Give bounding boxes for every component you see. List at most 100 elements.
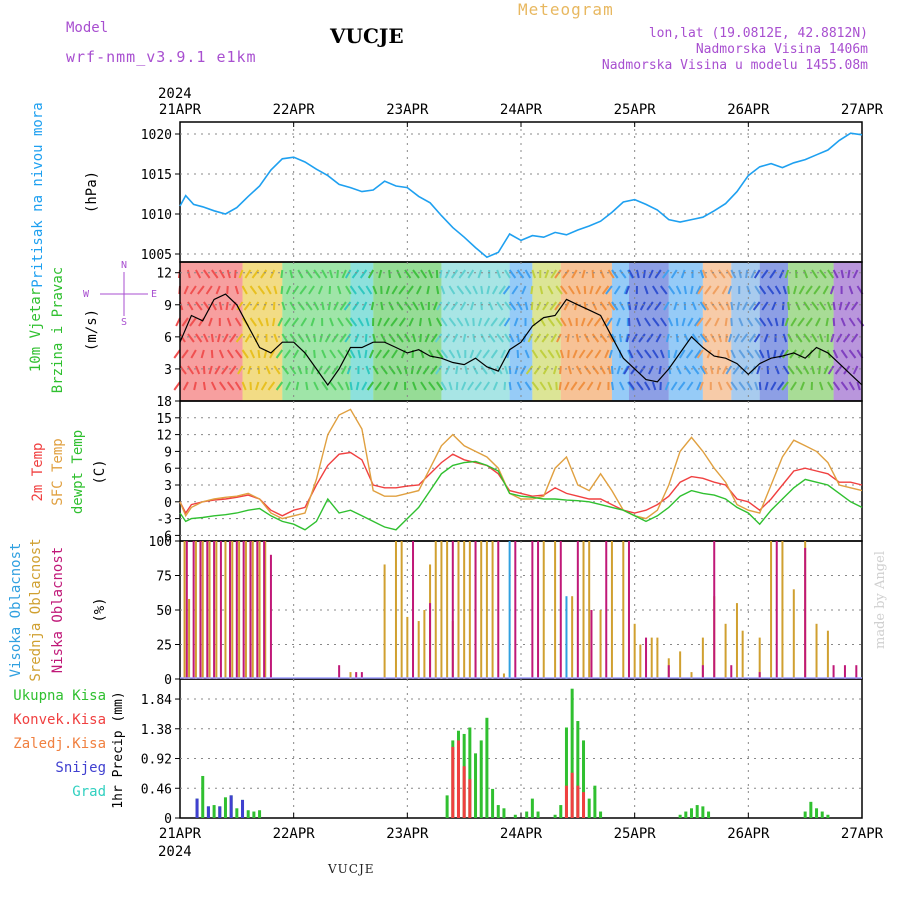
cloud_low-bar-29 bbox=[645, 637, 648, 679]
wind-arrow-506 bbox=[646, 301, 654, 311]
wind-arrow-326 bbox=[488, 365, 496, 375]
wind-arrow-720 bbox=[847, 269, 851, 279]
wind-arrow-467 bbox=[616, 317, 621, 327]
y-tick-label-1-0: 3 bbox=[164, 363, 172, 378]
cloud_low-bar-6 bbox=[229, 541, 232, 679]
wind-arrow-386 bbox=[542, 301, 550, 311]
wind-arrow-716 bbox=[836, 333, 843, 343]
wind-arrow-201 bbox=[372, 285, 378, 295]
wind-arrow-344 bbox=[508, 269, 517, 279]
wind-arrow-156 bbox=[324, 333, 331, 343]
wind-arrow-636 bbox=[763, 333, 769, 343]
wind-arrow-257 bbox=[426, 285, 430, 295]
wind-arrow-104 bbox=[280, 269, 284, 279]
wind-arrow-615 bbox=[746, 381, 753, 391]
wind-band-1 bbox=[242, 262, 283, 401]
wind-arrow-420 bbox=[575, 333, 580, 343]
wind-arrow-181 bbox=[349, 349, 356, 359]
wind-arrow-498 bbox=[639, 301, 646, 311]
wind-arrow-169 bbox=[345, 285, 352, 295]
cloud_low-bar-26 bbox=[590, 610, 593, 679]
wind-arrow-459 bbox=[606, 317, 613, 327]
cloud_low-bar-4 bbox=[213, 541, 216, 679]
wind-arrow-166 bbox=[331, 365, 339, 375]
wind-arrow-422 bbox=[575, 365, 583, 375]
cloud_low-bar-2 bbox=[199, 541, 202, 679]
wind-arrow-125 bbox=[292, 349, 300, 359]
precip_snow-bar-2 bbox=[218, 806, 222, 818]
y-tick-label-2-7: 15 bbox=[156, 412, 172, 427]
wind-arrow-268 bbox=[430, 333, 438, 343]
wind-arrow-673 bbox=[798, 285, 805, 295]
wind-arrow-159 bbox=[329, 381, 337, 391]
cloud_mid-bar-34 bbox=[554, 541, 557, 679]
wind-arrow-5 bbox=[173, 349, 181, 359]
wind-arrow-634 bbox=[761, 301, 769, 311]
y-tick-label-2-0: -6 bbox=[156, 529, 172, 544]
precip_conv-bar-0 bbox=[451, 746, 455, 818]
wind-arrow-289 bbox=[456, 285, 465, 295]
wind-arrow-355 bbox=[513, 317, 519, 327]
precip_total-bar-32 bbox=[582, 740, 586, 818]
wind-arrow-623 bbox=[754, 381, 759, 391]
cloud_low-bar-13 bbox=[338, 665, 341, 679]
wind-arrow-666 bbox=[795, 301, 801, 311]
wind-arrow-25 bbox=[197, 285, 205, 295]
cloud_mid-bar-55 bbox=[781, 541, 784, 679]
wind-arrow-304 bbox=[467, 269, 475, 279]
wind-arrow-527 bbox=[664, 381, 670, 391]
wind-arrow-39 bbox=[210, 381, 217, 391]
wind-arrow-692 bbox=[818, 333, 824, 343]
wind-arrow-439 bbox=[586, 381, 594, 391]
precip_snow-bar-0 bbox=[195, 798, 199, 818]
wind-arrow-21 bbox=[190, 349, 197, 359]
wind-arrow-148 bbox=[319, 333, 324, 343]
wind-arrow-697 bbox=[822, 285, 829, 295]
wind-arrow-708 bbox=[830, 333, 835, 343]
wind-arrow-541 bbox=[678, 349, 686, 359]
cloud_low-bar-0 bbox=[185, 541, 188, 679]
cloud_mid-bar-13 bbox=[349, 672, 352, 679]
wind-arrow-445 bbox=[594, 349, 602, 359]
wind-arrow-428 bbox=[583, 333, 590, 343]
wind-arrow-263 bbox=[428, 381, 436, 391]
wind-arrow-633 bbox=[766, 285, 775, 295]
wind-arrow-547 bbox=[687, 317, 694, 327]
x-tick-label-bottom-2: 23APR bbox=[386, 826, 429, 842]
wind-arrow-727 bbox=[848, 381, 856, 391]
wind-arrow-559 bbox=[696, 381, 702, 391]
wind-arrow-683 bbox=[805, 317, 813, 327]
wind-arrow-537 bbox=[683, 285, 687, 295]
wind-arrow-8 bbox=[186, 269, 191, 279]
wind-arrow-429 bbox=[578, 349, 586, 359]
precip_total-bar-29 bbox=[564, 727, 568, 818]
wind-arrow-432 bbox=[591, 269, 595, 279]
wind-arrow-566 bbox=[701, 365, 708, 375]
wind-arrow-626 bbox=[752, 301, 761, 311]
wind-arrow-625 bbox=[758, 285, 767, 295]
x-tick-label-bottom-5: 26APR bbox=[727, 826, 770, 842]
precip_total-bar-30 bbox=[570, 688, 574, 818]
wind-arrow-674 bbox=[803, 301, 811, 311]
wind-arrow-300 bbox=[462, 333, 467, 343]
precip_total-bar-9 bbox=[246, 810, 250, 818]
cloud_low-bar-28 bbox=[627, 541, 630, 679]
cloud_mid-bar-58 bbox=[815, 623, 818, 679]
wind-band-14 bbox=[759, 262, 789, 401]
wind-arrow-240 bbox=[412, 269, 420, 279]
wind-arrow-119 bbox=[285, 381, 292, 391]
wind-arrow-452 bbox=[607, 333, 615, 343]
cloud_low-bar-5 bbox=[219, 541, 222, 679]
wind-arrow-571 bbox=[704, 317, 712, 327]
cloud_mid-bar-37 bbox=[588, 541, 591, 679]
wind-arrow-130 bbox=[305, 301, 313, 311]
wind-arrow-218 bbox=[388, 301, 395, 311]
precip_total-bar-43 bbox=[809, 801, 813, 818]
wind-arrow-223 bbox=[383, 381, 390, 391]
wind-arrow-579 bbox=[714, 317, 720, 327]
wind-arrow-291 bbox=[456, 317, 464, 327]
wind-band-9 bbox=[611, 262, 629, 401]
wind-arrow-143 bbox=[313, 381, 319, 391]
cloud_mid-bar-29 bbox=[480, 541, 483, 679]
wind-arrow-378 bbox=[535, 301, 542, 311]
